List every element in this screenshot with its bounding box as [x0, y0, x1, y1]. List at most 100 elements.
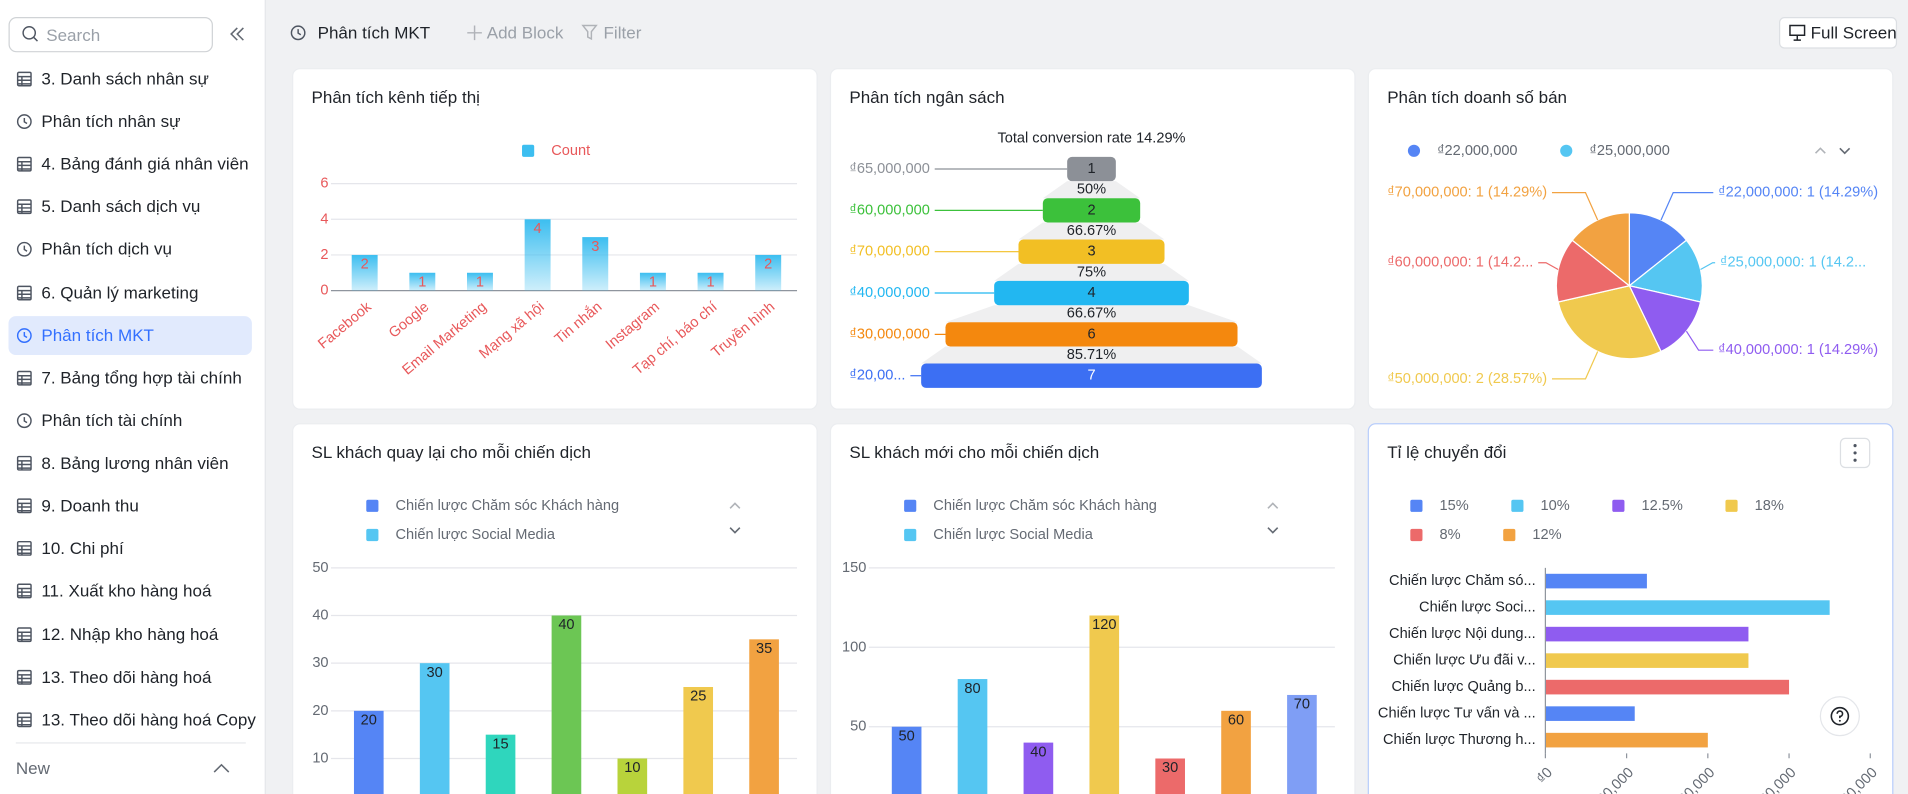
active-item-bg: [8, 316, 252, 356]
value-label: 15: [492, 736, 508, 752]
search-input[interactable]: [8, 17, 213, 53]
value-label: 120: [1092, 617, 1116, 633]
nav-item[interactable]: 11. Xuất kho hàng hoá: [16, 581, 212, 600]
slice-label: ₫40,000,000: 1 (14.29%): [1718, 342, 1878, 358]
legend-label: 12%: [1532, 527, 1561, 543]
search-box[interactable]: Search: [8, 17, 213, 53]
full-screen-button[interactable]: Full Screen: [1779, 17, 1898, 49]
value-label: 2: [1087, 202, 1095, 218]
legend-marker: [522, 144, 535, 157]
value-label: 40: [1030, 744, 1046, 760]
y-tick-label: 2: [320, 247, 328, 263]
value-label: 20: [361, 713, 377, 729]
slice-label: ₫70,000,000: 1 (14.29%): [1387, 185, 1547, 201]
nav-item[interactable]: 10. Chi phí: [16, 539, 124, 558]
help-button[interactable]: [1819, 696, 1860, 737]
legend-marker: [1410, 499, 1423, 512]
value-label: 30: [1162, 760, 1178, 776]
expand-icon[interactable]: [213, 763, 230, 773]
value-label: 35: [756, 641, 772, 657]
full-screen-box[interactable]: [1779, 17, 1898, 49]
chart-cards: Phân tích kênh tiếp thịCount02462Faceboo…: [292, 68, 1894, 794]
value-label: 10: [624, 760, 640, 776]
chart-title: Tỉ lệ chuyển đổi: [1387, 443, 1506, 462]
slice-label: ₫25,000,000: 1 (14.2...: [1720, 255, 1866, 271]
chart-title: SL khách quay lại cho mỗi chiến dịch: [312, 443, 591, 462]
sidebar: [0, 0, 266, 794]
nav-label: 7. Bảng tổng hợp tài chính: [41, 369, 241, 388]
legend-label: Chiến lược Chăm sóc Khách hàng: [933, 498, 1157, 514]
conversion-label: 75%: [1077, 264, 1106, 280]
bar: [1545, 706, 1635, 721]
nav-item[interactable]: 9. Doanh thu: [16, 496, 139, 515]
nav-item-active[interactable]: Phân tích MKT: [16, 326, 154, 345]
nav-item[interactable]: 12. Nhập kho hàng hoá: [16, 625, 219, 644]
legend-label: Chiến lược Social Media: [933, 527, 1093, 543]
nav-item[interactable]: Phân tích nhân sự: [16, 112, 181, 131]
y-tick-label: Chiến lược Chăm só...: [1389, 573, 1536, 589]
more-dot: [1853, 458, 1857, 462]
page-down[interactable]: [729, 527, 741, 534]
y-tick-label: 50: [850, 719, 866, 735]
bar: [749, 639, 779, 794]
nav-label: 5. Danh sách dịch vụ: [41, 197, 200, 216]
nav-label: Phân tích dịch vụ: [41, 240, 172, 259]
bar: [697, 272, 724, 291]
nav-item[interactable]: 7. Bảng tổng hợp tài chính: [16, 369, 242, 388]
nav-label: 10. Chi phí: [41, 539, 124, 558]
legend-marker: [1410, 528, 1423, 542]
legend-marker: [366, 528, 379, 542]
value-label: 1: [649, 275, 657, 291]
legend-marker: [1511, 499, 1524, 512]
filter-button[interactable]: Filter: [581, 23, 642, 42]
page-down[interactable]: [1839, 147, 1851, 155]
nav-item[interactable]: 5. Danh sách dịch vụ: [16, 197, 201, 216]
nav-label: 3. Danh sách nhân sự: [41, 70, 209, 89]
add-block-label: Add Block: [487, 23, 564, 42]
legend-label: Chiến lược Chăm sóc Khách hàng: [395, 498, 619, 514]
funnel-bar: [945, 322, 1238, 347]
page-up[interactable]: [1267, 502, 1279, 509]
nav-label: 13. Theo dõi hàng hoá Copy: [41, 710, 256, 729]
y-tick-label: 20: [312, 703, 328, 719]
y-tick-label: 150: [842, 560, 866, 576]
legend-marker: [1725, 499, 1738, 512]
bar: [617, 758, 648, 794]
stage-label: ₫70,000,000: [849, 244, 929, 260]
legend-label: 12.5%: [1642, 498, 1683, 514]
bar: [485, 734, 516, 794]
page-down[interactable]: [1267, 527, 1279, 534]
chart-card: [292, 68, 818, 410]
chart-title: Phân tích kênh tiếp thị: [312, 88, 480, 107]
chart-title: Phân tích ngân sách: [849, 88, 1004, 107]
more-button[interactable]: [1839, 437, 1871, 469]
plus-icon: [467, 25, 482, 41]
more-dot: [1853, 444, 1857, 448]
legend-label: ₫22,000,000: [1437, 143, 1517, 159]
add-block-button[interactable]: Add Block: [467, 23, 564, 42]
new-button[interactable]: New: [16, 759, 51, 778]
legend-label: Chiến lược Social Media: [395, 527, 555, 543]
page-title: Phân tích MKT: [318, 23, 431, 42]
help-icon: [1830, 706, 1850, 726]
y-tick-label: Chiến lược Quảng b...: [1391, 679, 1535, 695]
nav-item[interactable]: Phân tích tài chính: [16, 411, 183, 430]
nav-item[interactable]: 13. Theo dõi hàng hoá Copy: [16, 710, 257, 729]
collapse-button[interactable]: [230, 27, 244, 41]
nav-item[interactable]: 8. Bảng lương nhân viên: [16, 454, 229, 473]
y-tick-label: 10: [312, 750, 328, 766]
nav-item[interactable]: Phân tích dịch vụ: [16, 240, 172, 259]
search-icon: [22, 26, 37, 40]
bar: [1221, 710, 1251, 794]
stage-label: ₫20,00...: [849, 368, 905, 384]
help-mark: [1836, 710, 1844, 719]
page-up[interactable]: [729, 502, 741, 509]
legend-marker: [1560, 144, 1573, 157]
nav-item[interactable]: 3. Danh sách nhân sự: [16, 70, 209, 89]
nav-item[interactable]: 4. Bảng đánh giá nhân viên: [16, 155, 249, 174]
page-up[interactable]: [1814, 147, 1826, 154]
nav-item[interactable]: 13. Theo dõi hàng hoá: [16, 668, 212, 687]
nav-item[interactable]: 6. Quản lý marketing: [16, 284, 199, 303]
stage-label: ₫65,000,000: [849, 161, 929, 177]
